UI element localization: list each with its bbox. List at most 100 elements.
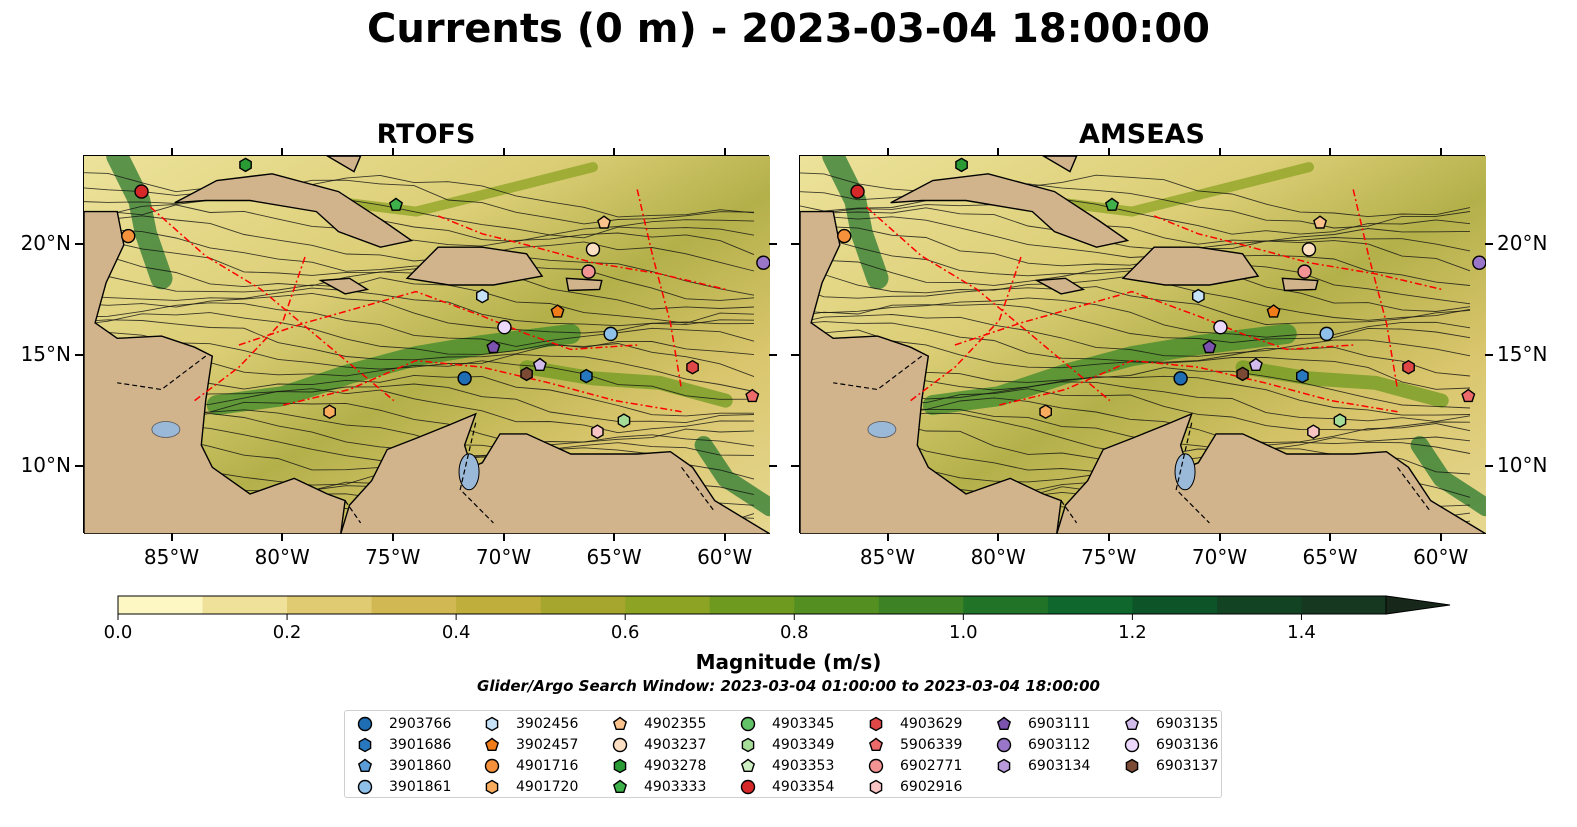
lat-tick-label: 20°N <box>1497 230 1548 255</box>
legend-label: 4903237 <box>644 737 707 753</box>
streamline <box>800 192 1471 235</box>
lat-tick-label: 15°N <box>20 342 71 367</box>
float-marker-4903278 <box>239 157 252 173</box>
float-marker-6903136 <box>497 320 512 335</box>
legend-label: 2903766 <box>389 716 452 732</box>
legend-label: 6903111 <box>1028 716 1091 732</box>
lat-tick-mark <box>769 465 777 468</box>
legend-item-4903353: 4903353 <box>738 756 834 776</box>
legend-label: 3901861 <box>389 779 452 795</box>
colorbar-border <box>117 595 1387 615</box>
legend-marker <box>996 716 1012 731</box>
legend-item-3902456: 3902456 <box>482 714 578 734</box>
legend-item-6903135: 6903135 <box>1122 714 1218 734</box>
landmass <box>339 412 770 534</box>
legend-item-4902355: 4902355 <box>610 714 706 734</box>
colorbar-segment <box>202 596 288 614</box>
streamline <box>800 314 1471 357</box>
legend-marker <box>996 737 1012 753</box>
legend-label: 6902916 <box>900 779 963 795</box>
legend-marker <box>357 779 373 795</box>
colorbar-tick-label: 0.8 <box>780 622 809 643</box>
legend-label: 4903629 <box>900 716 963 732</box>
legend-item-3902457: 3902457 <box>482 735 578 755</box>
legend-marker <box>485 779 499 795</box>
legend-item-3901860: 3901860 <box>355 756 451 776</box>
legend-marker <box>612 737 628 753</box>
lon-tick-mark-top <box>1218 148 1221 156</box>
lon-tick-label: 85°W <box>859 545 916 569</box>
lon-tick-label: 80°W <box>254 545 310 569</box>
legend-label: 3902457 <box>516 737 579 753</box>
colorbar-extend-arrow <box>1385 595 1451 615</box>
lake-nicaragua <box>867 421 897 438</box>
lat-tick-mark <box>1485 465 1493 468</box>
streamline <box>84 204 755 256</box>
legend-item-6903137: 6903137 <box>1122 756 1218 776</box>
lon-tick-mark-top <box>281 148 284 156</box>
eez-boundary <box>1153 215 1442 291</box>
streamline <box>84 302 755 347</box>
legend-label: 6902771 <box>900 758 963 774</box>
float-marker-3902456 <box>1192 288 1205 304</box>
streamline <box>800 303 1471 344</box>
legend-marker <box>868 758 884 774</box>
legend-marker <box>1125 758 1139 774</box>
lon-tick-mark <box>997 533 1000 541</box>
legend-label: 3901860 <box>389 758 452 774</box>
float-marker-6902916 <box>1307 424 1320 440</box>
current-jet <box>519 360 733 408</box>
colorbar-segment <box>878 596 964 614</box>
streamline <box>800 252 1471 312</box>
colorbar-segment <box>371 596 457 614</box>
legend-item-4903349: 4903349 <box>738 735 834 755</box>
legend-label: 4903278 <box>644 758 707 774</box>
lon-tick-mark <box>1218 533 1221 541</box>
current-jet <box>1410 436 1486 517</box>
float-marker-4903349 <box>617 413 631 428</box>
legend-marker <box>357 716 373 732</box>
legend-marker <box>613 758 627 774</box>
circle-marker-icon <box>740 779 756 795</box>
landmass <box>1121 246 1260 286</box>
hexagon-marker-icon <box>358 737 372 753</box>
float-marker-4903349 <box>1333 413 1347 428</box>
colorbar-segment <box>1047 596 1133 614</box>
hexagon-marker-icon <box>485 779 499 795</box>
legend-label: 6903112 <box>1028 737 1091 753</box>
pentagon-marker-icon <box>996 716 1012 731</box>
legend-item-3901686: 3901686 <box>355 735 451 755</box>
colorbar-tick-label: 0.2 <box>273 622 302 643</box>
legend-item-4903354: 4903354 <box>738 777 834 797</box>
circle-marker-icon <box>996 737 1012 753</box>
streamline <box>84 229 755 296</box>
pentagon-marker-icon <box>612 716 628 731</box>
lon-tick-mark <box>170 533 173 541</box>
legend-marker <box>1124 716 1140 731</box>
legend-item-4903278: 4903278 <box>610 756 706 776</box>
landmass <box>565 277 603 292</box>
lat-tick-mark <box>75 465 83 468</box>
eez-boundary <box>636 189 683 390</box>
lat-tick-mark <box>791 242 799 245</box>
float-marker-4901720 <box>323 404 337 420</box>
colorbar-segment <box>625 596 711 614</box>
landmass <box>326 156 362 173</box>
circle-marker-icon <box>612 737 628 753</box>
streamline <box>84 312 755 356</box>
legend-item-4901720: 4901720 <box>482 777 578 797</box>
country-border <box>344 500 362 524</box>
streamline <box>84 240 755 301</box>
lon-tick-label: 85°W <box>143 545 200 569</box>
float-marker-3901861 <box>603 326 618 342</box>
float-marker-6903112 <box>756 255 770 270</box>
lon-tick-label: 65°W <box>586 545 642 569</box>
float-marker-6903112 <box>1472 255 1486 270</box>
streamline <box>84 179 755 225</box>
circle-marker-icon <box>740 716 756 732</box>
hexagon-marker-icon <box>997 758 1011 774</box>
lon-tick-mark <box>886 533 889 541</box>
hexagon-marker-icon <box>613 758 627 774</box>
streamline <box>800 215 1471 272</box>
float-marker-3902457 <box>1266 304 1281 318</box>
